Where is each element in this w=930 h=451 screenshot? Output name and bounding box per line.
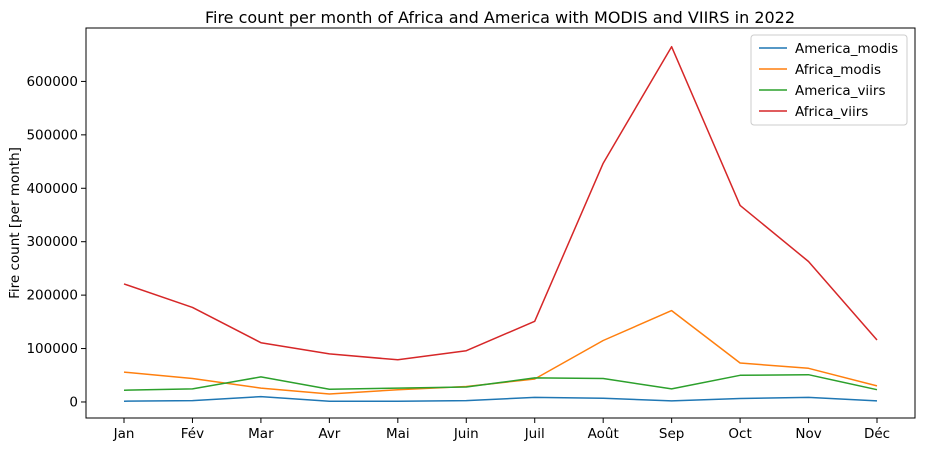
x-tick-label: Fév bbox=[181, 426, 204, 442]
chart-title: Fire count per month of Africa and Ameri… bbox=[205, 8, 795, 27]
y-axis: 0 100000 200000 300000 400000 500000 600000 bbox=[26, 74, 86, 410]
y-tick-label: 600000 bbox=[26, 74, 78, 90]
x-tick-label: Août bbox=[588, 426, 619, 442]
series-lines bbox=[123, 45, 878, 402]
x-tick-label: Juin bbox=[453, 426, 479, 442]
legend-label: Africa_viirs bbox=[795, 104, 868, 120]
y-axis-label: Fire count [per month] bbox=[7, 147, 23, 299]
x-tick-label: Mar bbox=[248, 426, 274, 442]
plot-frame bbox=[85, 27, 916, 419]
y-tick-label: 400000 bbox=[26, 181, 78, 197]
x-tick-label: Avr bbox=[318, 426, 340, 442]
x-tick-label: Jan bbox=[113, 426, 135, 442]
x-axis: Jan Fév Mar Avr Mai Juin Juil Août Sep Oct Nov Déc bbox=[113, 418, 890, 442]
x-tick-label: Sep bbox=[659, 426, 684, 442]
legend-label: America_modis bbox=[795, 41, 898, 57]
x-tick-label: Oct bbox=[728, 426, 751, 442]
legend-label: America_viirs bbox=[795, 83, 886, 99]
x-tick-label: Nov bbox=[795, 426, 821, 442]
y-tick-label: 200000 bbox=[26, 288, 78, 304]
legend-label: Africa_modis bbox=[795, 62, 881, 78]
legend-box bbox=[750, 34, 908, 126]
plot-area bbox=[85, 27, 916, 419]
y-tick-label: 100000 bbox=[26, 341, 78, 357]
series-line-america-modis bbox=[123, 395, 878, 402]
x-tick-label: Mai bbox=[386, 426, 410, 442]
y-tick-label: 0 bbox=[69, 394, 78, 410]
x-tick-label: Juil bbox=[524, 426, 545, 442]
series-line-america-viirs bbox=[123, 373, 878, 391]
legend: America_modis Africa_modis America_viirs Af… bbox=[750, 34, 908, 126]
x-tick-label: Déc bbox=[864, 426, 890, 442]
y-tick-label: 300000 bbox=[26, 234, 78, 250]
y-tick-label: 500000 bbox=[26, 127, 78, 143]
series-line-africa-viirs bbox=[123, 45, 878, 361]
